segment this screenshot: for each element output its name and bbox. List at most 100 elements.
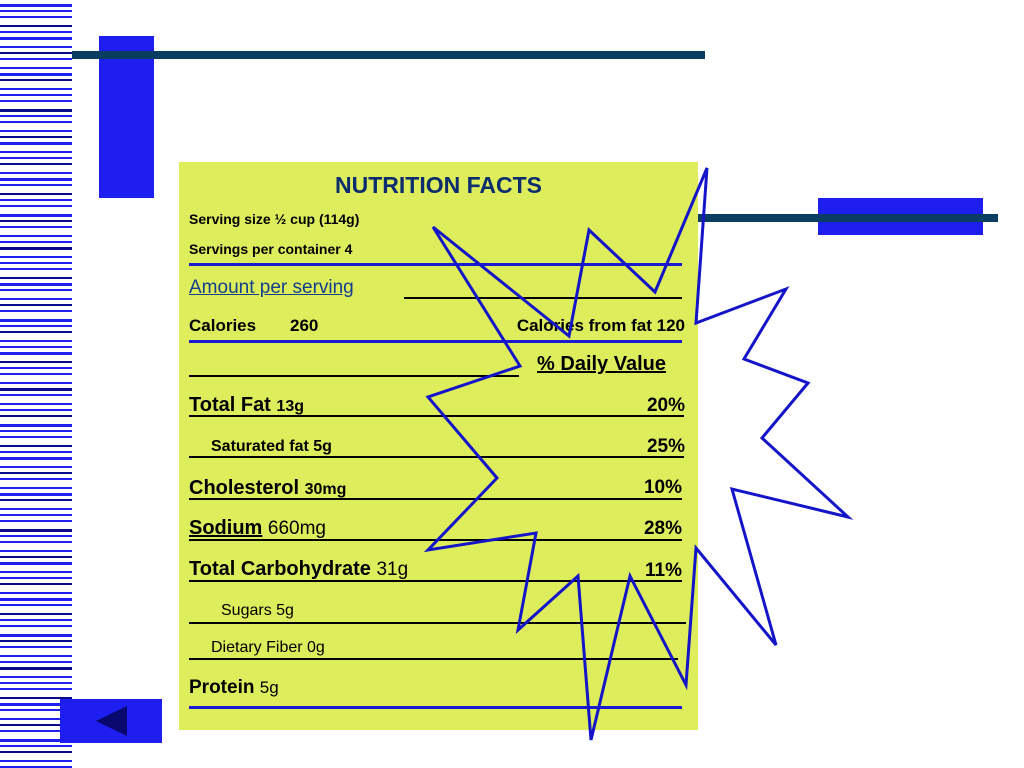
stripe	[0, 619, 72, 621]
servings-per-container: Servings per container 4	[189, 241, 353, 257]
stripe	[0, 109, 72, 112]
calories-label: Calories	[189, 316, 257, 335]
nutrient-name: Protein	[189, 677, 255, 698]
stripe	[0, 394, 72, 396]
stripe	[0, 361, 72, 363]
stripe	[0, 634, 72, 637]
nutrient-row-protein: Protein 5g	[189, 677, 279, 699]
stripe	[0, 367, 72, 369]
stripe	[0, 745, 72, 747]
stripe	[0, 241, 72, 243]
stripe	[0, 520, 72, 522]
nutrient-name: Total Carbohydrate	[189, 558, 371, 580]
nutrient-row-total-fat: Total Fat 13g	[189, 394, 304, 417]
stripe	[0, 676, 72, 678]
stripe	[0, 130, 72, 132]
stripe	[0, 739, 72, 742]
stripe	[0, 535, 72, 537]
stripe	[0, 325, 72, 327]
nutrient-amount: 5g	[259, 678, 279, 697]
underline	[404, 297, 682, 299]
stripe	[0, 571, 72, 573]
stripe	[0, 487, 72, 489]
row-underline	[189, 498, 682, 500]
stripe	[0, 136, 72, 138]
stripe	[0, 25, 72, 27]
divider	[189, 263, 682, 266]
stripe	[0, 184, 72, 186]
stripe	[0, 178, 72, 181]
stripe	[0, 751, 72, 753]
stripe	[0, 256, 72, 258]
stripe	[0, 403, 72, 405]
stripe	[0, 121, 72, 123]
serving-size: Serving size ½ cup (114g)	[189, 211, 360, 227]
stripe	[0, 88, 72, 90]
stripe	[0, 283, 72, 286]
stripe	[0, 373, 72, 375]
row-underline	[189, 622, 686, 624]
stripe	[0, 667, 72, 670]
stripe	[0, 319, 72, 322]
stripe	[0, 730, 72, 732]
stripe	[0, 529, 72, 532]
stripe	[0, 592, 72, 594]
stripe	[0, 79, 72, 81]
stripe	[0, 556, 72, 558]
stripe	[0, 451, 72, 453]
stripe	[0, 499, 72, 501]
stripe	[0, 247, 72, 250]
stripe	[0, 262, 72, 264]
calories-from-fat: Calories from fat 120	[516, 316, 685, 335]
stripe	[0, 277, 72, 279]
stripe	[0, 172, 72, 174]
top-blue-block	[99, 36, 154, 198]
label-title: NUTRITION FACTS	[335, 172, 542, 198]
nutrient-percent: 25%	[646, 436, 685, 457]
stripe	[0, 37, 72, 40]
stripe	[0, 583, 72, 585]
stripe	[0, 331, 72, 333]
nutrient-row-sodium: Sodium 660mg	[189, 517, 326, 540]
row-underline	[189, 456, 684, 458]
stripe	[0, 415, 72, 417]
stripe	[0, 478, 72, 480]
daily-value-header: % Daily Value	[537, 353, 666, 375]
stripe	[0, 157, 72, 159]
stripe	[0, 115, 72, 117]
divider	[189, 340, 682, 343]
nutrient-percent: 10%	[643, 477, 682, 498]
row-underline	[189, 415, 684, 417]
stripe	[0, 16, 72, 18]
stripe	[0, 10, 72, 12]
stripe	[0, 304, 72, 306]
top-navy-bar	[72, 51, 705, 59]
stripe	[0, 766, 72, 768]
nutrient-amount: 660mg	[267, 518, 327, 539]
stripe	[0, 457, 72, 460]
left-stripe-decoration	[0, 4, 72, 768]
stripe	[0, 4, 72, 7]
stripe	[0, 541, 72, 543]
right-navy-bar	[697, 214, 998, 222]
stripe	[0, 268, 72, 270]
stripe	[0, 31, 72, 33]
stripe	[0, 58, 72, 60]
stripe	[0, 613, 72, 615]
stripe	[0, 226, 72, 228]
stripe	[0, 709, 72, 711]
stripe	[0, 424, 72, 427]
stripe	[0, 73, 72, 76]
stripe	[0, 142, 72, 145]
stripe	[0, 52, 72, 54]
stripe	[0, 640, 72, 642]
stripe	[0, 340, 72, 342]
stripe	[0, 382, 72, 384]
nutrient-name: Cholesterol	[189, 477, 300, 499]
nutrient-row-sugars: Sugars 5g	[221, 602, 294, 619]
back-arrow-icon[interactable]	[96, 706, 127, 736]
divider	[189, 706, 682, 709]
row-underline	[189, 658, 678, 660]
stripe	[0, 205, 72, 207]
stripe	[0, 760, 72, 762]
